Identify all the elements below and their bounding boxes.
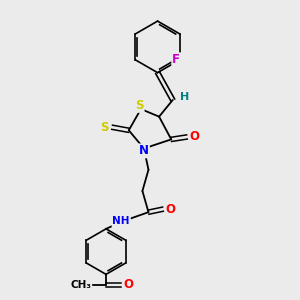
Text: NH: NH xyxy=(112,216,130,226)
Text: H: H xyxy=(180,92,189,102)
Text: N: N xyxy=(139,144,149,158)
Text: O: O xyxy=(165,202,175,216)
Text: O: O xyxy=(190,130,200,143)
Text: O: O xyxy=(124,278,134,292)
Text: F: F xyxy=(172,53,180,66)
Text: S: S xyxy=(100,121,109,134)
Text: CH₃: CH₃ xyxy=(71,280,92,290)
Text: S: S xyxy=(135,99,144,112)
